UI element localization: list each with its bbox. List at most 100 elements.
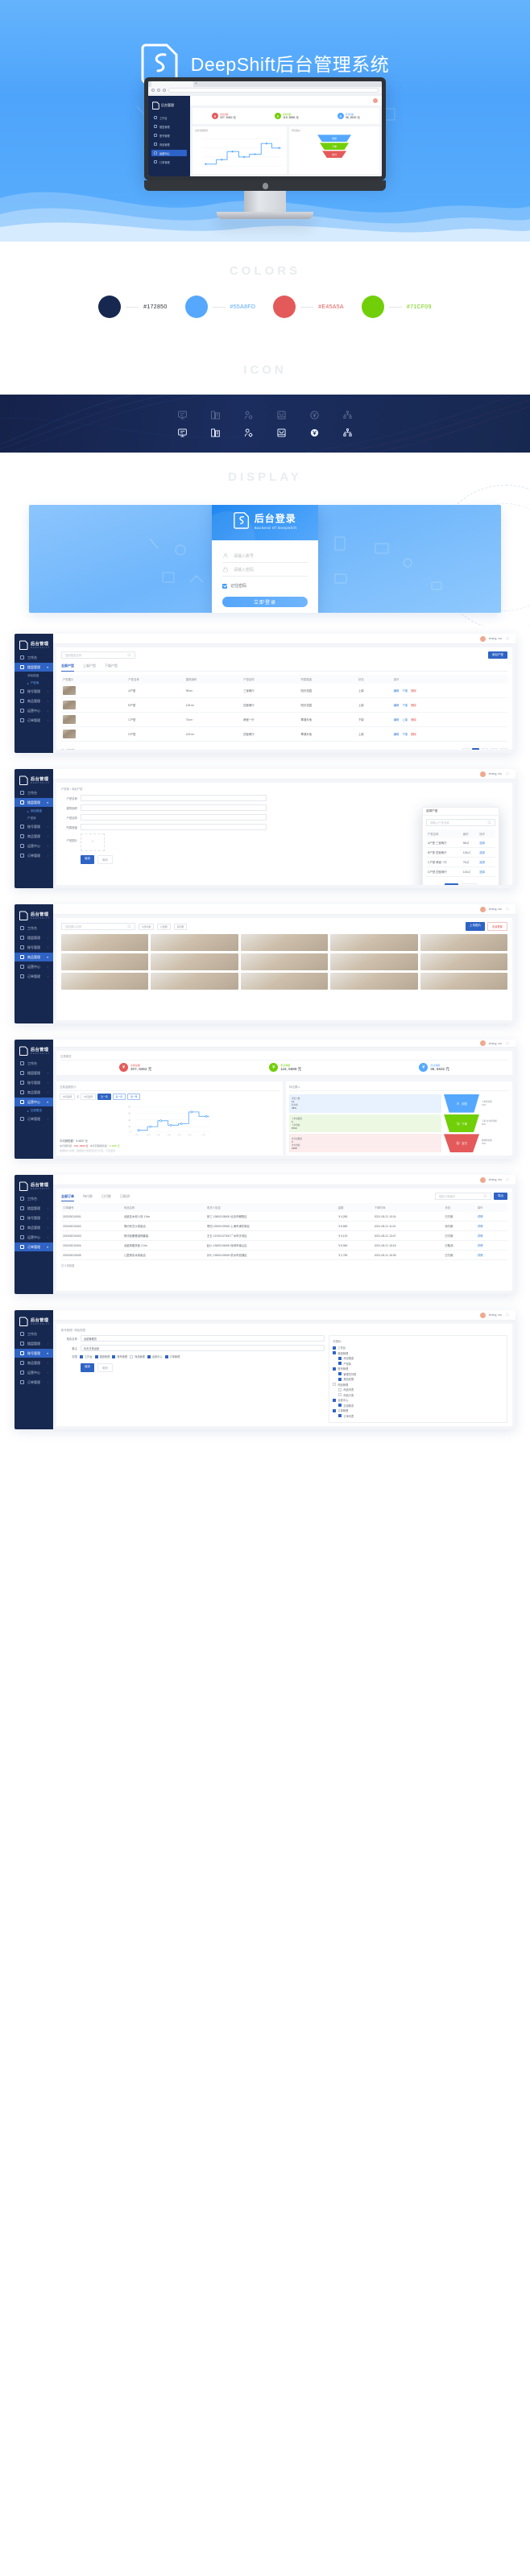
sidebar-subitem-add-property[interactable]: 添加楼盘 [14, 808, 53, 815]
avatar[interactable] [479, 906, 486, 912]
account-field-row[interactable]: 请输入账号 [222, 549, 308, 563]
save-button[interactable]: 保存 [81, 855, 95, 864]
sidebar-item-operation[interactable]: 运营中心 › [14, 1233, 53, 1242]
sidebar-item-account[interactable]: 账号管理 › [14, 687, 53, 696]
delete-link[interactable]: 删除 [411, 704, 416, 707]
sidebar-item-account[interactable]: 账号管理 › [14, 1078, 53, 1087]
sidebar-subitem-house-type[interactable]: 户型库 [14, 815, 53, 822]
gallery-image[interactable] [61, 973, 149, 990]
gallery-image[interactable] [61, 953, 149, 970]
tree-node[interactable]: 楼盘管理 [333, 1351, 503, 1355]
bell-icon[interactable] [505, 907, 510, 912]
password-field-row[interactable]: 请输入密码 [222, 563, 308, 577]
search-input[interactable]: 搜索图片名称 [61, 923, 135, 930]
sidebar-item-goods[interactable]: 商品管理 › [14, 1223, 53, 1232]
tree-node[interactable]: 添加楼盘 [338, 1356, 503, 1360]
avatar[interactable] [373, 98, 378, 104]
tree-node[interactable]: 商品管理 [333, 1383, 503, 1387]
sidebar-subitem-house-type[interactable]: 户型库 [14, 680, 53, 687]
select-link[interactable]: 选择 [479, 870, 486, 874]
toggle-link[interactable]: 下架 [402, 689, 408, 693]
preview-menu-item-active[interactable]: 运营中心 [151, 150, 187, 157]
sidebar-item-property[interactable]: 楼盘管理 › [14, 933, 53, 942]
date-end-picker[interactable]: 时间选择 [81, 1094, 97, 1100]
sidebar-item-workbench[interactable]: 工作台 [14, 1194, 53, 1203]
avatar[interactable] [479, 635, 486, 642]
gallery-image[interactable] [330, 953, 418, 970]
sidebar-item-property[interactable]: 楼盘管理 › [14, 1339, 53, 1348]
export-button[interactable]: 导出 [493, 1193, 507, 1200]
table-row[interactable]: D户型 四室两厅 143㎡ 选择 [426, 866, 495, 877]
login-submit-button[interactable]: 立即登录 [222, 597, 308, 607]
gallery-image[interactable] [240, 953, 329, 970]
save-button[interactable]: 保存 [81, 1363, 95, 1372]
tab-all-orders[interactable]: 全部订单 [61, 1193, 74, 1201]
table-row[interactable]: 202105210005 儿童房实木床组合 孙七 13500135000 杭州市… [61, 1250, 507, 1260]
sidebar-item-goods[interactable]: 商品管理 › [14, 697, 53, 705]
gallery-image[interactable] [330, 973, 418, 990]
detail-link[interactable]: 详情 [477, 1234, 483, 1238]
page-2[interactable]: 2 [481, 748, 489, 750]
gallery-image[interactable] [420, 973, 507, 990]
bell-icon[interactable] [505, 1177, 510, 1182]
cancel-button[interactable]: 取消 [97, 1363, 113, 1372]
gallery-image[interactable] [151, 953, 238, 970]
sidebar-item-goods[interactable]: 商品管理 › [14, 1088, 53, 1097]
gallery-image[interactable] [330, 934, 418, 951]
sidebar-subitem-overview[interactable]: 交易概览 [14, 1107, 53, 1114]
tree-node[interactable]: 订单管理 [333, 1408, 503, 1412]
toggle-link[interactable]: 上架 [402, 718, 408, 722]
sidebar-item-order[interactable]: 订单管理 › [14, 851, 53, 860]
layout-select[interactable] [81, 814, 267, 821]
avatar[interactable] [479, 1040, 486, 1046]
bell-icon[interactable] [505, 1313, 510, 1317]
sidebar-item-workbench[interactable]: 工作台 [14, 653, 53, 662]
edit-link[interactable]: 编辑 [393, 704, 400, 707]
tree-node[interactable]: 交易概览 [338, 1404, 503, 1408]
tree-node[interactable]: 账号管理 [333, 1367, 503, 1371]
perm-check-workbench[interactable]: 工作台 [80, 1354, 93, 1358]
tab-all-types[interactable]: 全部户型 [61, 664, 74, 672]
sidebar-item-workbench[interactable]: 工作台 [14, 788, 53, 797]
detail-link[interactable]: 详情 [477, 1254, 483, 1257]
range-year[interactable]: 近一年 [127, 1094, 141, 1100]
sidebar-item-goods[interactable]: 商品管理 › [14, 832, 53, 841]
add-house-type-button[interactable]: 添加户型 [487, 651, 507, 659]
sidebar-item-operation[interactable]: 运营中心 › [14, 841, 53, 850]
range-week[interactable]: 近一周 [97, 1094, 111, 1100]
filter-realshot[interactable]: 实景图 [173, 923, 188, 930]
name-input[interactable] [81, 795, 267, 801]
dialog-search-input[interactable]: 请输入户型名称 [426, 819, 495, 826]
sidebar-item-order[interactable]: 订单管理 ▾ [14, 1243, 53, 1251]
perm-check-order[interactable]: 订单管理 [164, 1354, 180, 1358]
tree-node[interactable]: 管理员列表 [338, 1372, 503, 1376]
sidebar-item-workbench[interactable]: 工作台 [14, 1329, 53, 1338]
role-name-input[interactable]: 运营管理员 [81, 1335, 325, 1342]
preview-menu-item[interactable]: 楼盘管理 [151, 123, 187, 130]
avatar[interactable] [479, 771, 486, 777]
tab-unlisted-types[interactable]: 下架户型 [105, 664, 118, 668]
back-icon[interactable] [151, 88, 155, 92]
table-row[interactable]: B户型 126 m² 四室两厅 阳光花园 上架 编辑 下架 删除 [61, 697, 507, 713]
table-row[interactable]: C户型 两室一厅 76㎡ 选择 [426, 857, 495, 867]
sidebar-item-operation[interactable]: 运营中心 ▾ [14, 1098, 53, 1106]
tree-node[interactable]: 商品分类 [338, 1393, 503, 1397]
table-row[interactable]: 202105210001 北欧实木双人床 1.8m 张三 13800138000… [61, 1212, 507, 1222]
select-link[interactable]: 选择 [479, 851, 486, 854]
sidebar-item-property[interactable]: 楼盘管理 › [14, 1204, 53, 1213]
sidebar-item-order[interactable]: 订单管理 › [14, 972, 53, 981]
sidebar-item-account[interactable]: 账号管理 › [14, 943, 53, 952]
perm-check-operation[interactable]: 运营中心 [147, 1354, 163, 1358]
sidebar-item-operation[interactable]: 运营中心 › [14, 1368, 53, 1377]
gallery-image[interactable] [420, 934, 507, 951]
sidebar-item-account[interactable]: 账号管理 › [14, 1214, 53, 1222]
table-row[interactable]: 202105210002 简约布艺沙发组合 李四 13900139000 上海市… [61, 1221, 507, 1231]
preview-menu-item[interactable]: 工作台 [151, 114, 187, 121]
bell-icon[interactable] [505, 1041, 510, 1046]
gallery-image[interactable] [240, 934, 329, 951]
filter-all[interactable]: 全部分类 [139, 923, 155, 930]
remember-password-row[interactable]: 记住密码 [222, 583, 308, 589]
delete-link[interactable]: 删除 [411, 689, 416, 693]
table-row[interactable]: A户型 三室两厅 98㎡ 选择 [426, 838, 495, 848]
page-next[interactable]: > [500, 748, 507, 750]
